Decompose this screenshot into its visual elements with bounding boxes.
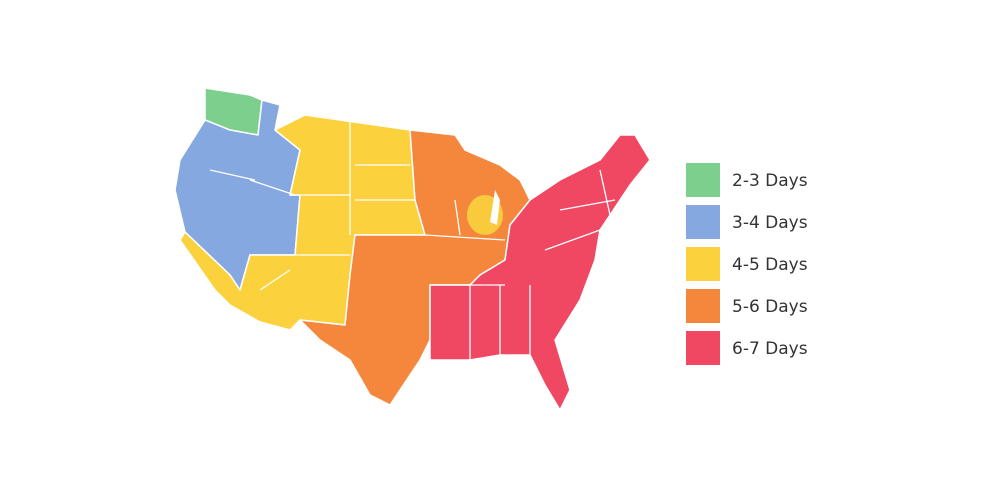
region	[299, 129, 531, 406]
legend-swatch	[686, 331, 720, 365]
legend: 2-3 Days 3-4 Days 4-5 Days 5-6 Days 6-7 Days	[686, 163, 808, 365]
legend-label: 4-5 Days	[732, 255, 808, 275]
legend-label: 5-6 Days	[732, 297, 808, 317]
lake	[490, 190, 500, 225]
legend-label: 6-7 Days	[732, 339, 808, 359]
legend-swatch	[686, 289, 720, 323]
state-borders	[209, 120, 616, 360]
regions	[174, 87, 651, 411]
legend-swatch	[686, 247, 720, 281]
legend-label: 3-4 Days	[732, 213, 808, 233]
legend-swatch	[686, 205, 720, 239]
legend-label: 2-3 Days	[732, 171, 808, 191]
border	[209, 120, 616, 360]
legend-swatch	[686, 163, 720, 197]
